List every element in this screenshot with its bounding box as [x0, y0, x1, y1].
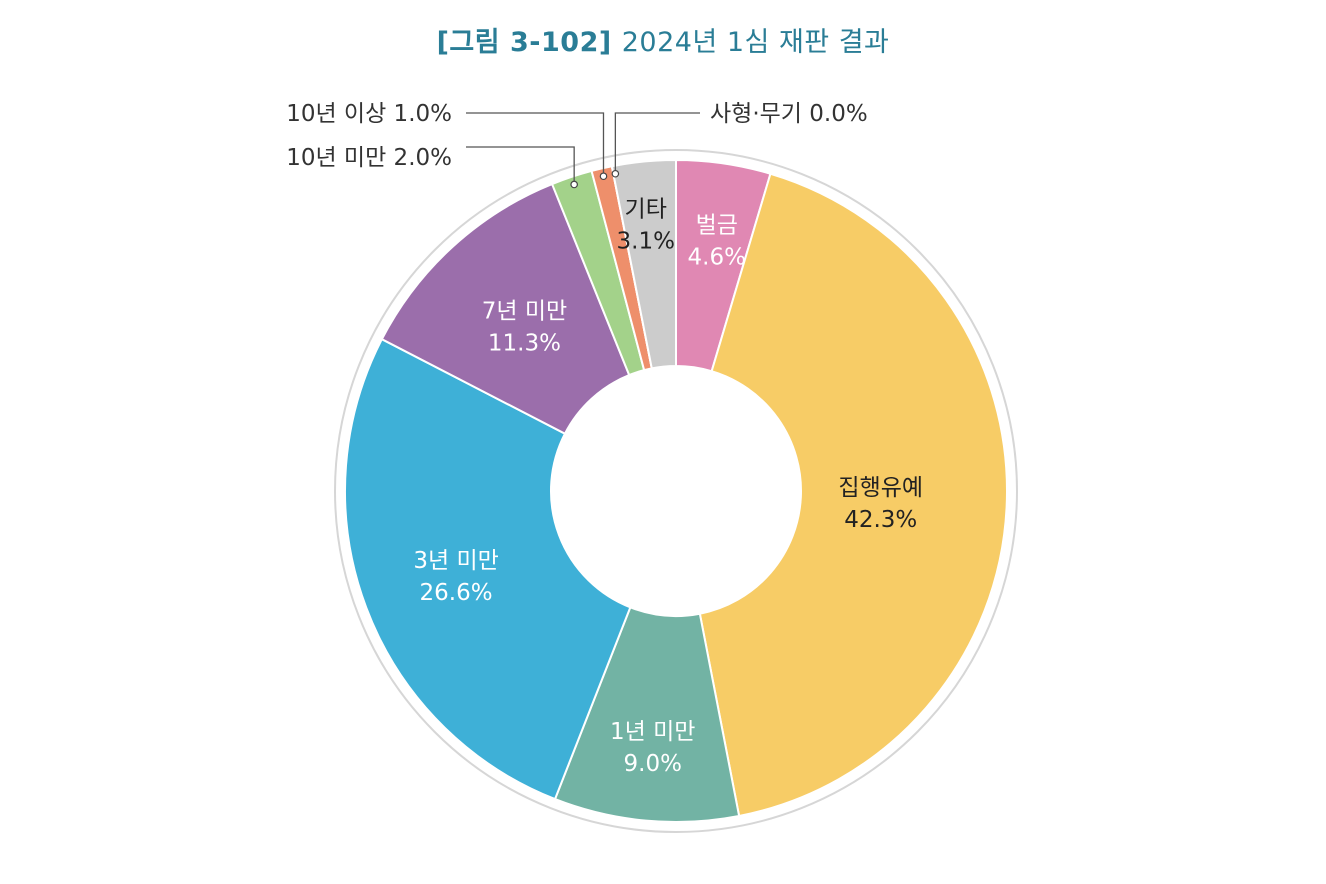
callout-dot-7	[611, 169, 620, 178]
callout-label-7: 사형·무기 0.0%	[710, 101, 868, 127]
labels-group: 벌금 4.6% 집행유예 42.3% 1년 미만 9.0% 3년 미만 26.6% 7년 미만 1…	[413, 196, 923, 777]
figure-number: [그림 3-102]	[436, 27, 612, 58]
slice-label-3: 3년 미만	[413, 548, 498, 574]
slice-label-4: 7년 미만	[482, 299, 567, 325]
chart-title: [그림 3-102] 2024년 1심 재판 결과	[0, 20, 1326, 59]
slice-label-2: 1년 미만	[610, 719, 695, 745]
slices-group	[344, 158, 1008, 823]
donut-hole	[551, 366, 801, 616]
slice-value-8: 3.1%	[617, 228, 675, 254]
callout-dot-5	[570, 180, 578, 189]
slice-value-1: 42.3%	[844, 507, 917, 533]
slice-value-3: 26.6%	[420, 580, 493, 606]
callout-label-6: 10년 이상 1.0%	[286, 101, 452, 127]
slice-value-4: 11.3%	[488, 331, 561, 357]
callout-label-5: 10년 미만 2.0%	[286, 145, 452, 171]
callout-line-5	[466, 146, 575, 185]
callout-line-6	[466, 112, 605, 177]
callout-dot-6	[599, 172, 608, 181]
slice-label-0: 벌금	[696, 213, 738, 239]
callout-line-7	[614, 112, 700, 174]
slice-label-1: 집행유예	[838, 475, 923, 501]
callouts-group: 10년 미만 2.0% 10년 이상 1.0% 사형·무기 0.0%	[286, 101, 868, 189]
chart-title-text: 2024년 1심 재판 결과	[621, 27, 890, 58]
slice-value-0: 4.6%	[688, 245, 746, 271]
slice-value-2: 9.0%	[624, 751, 682, 777]
slice-label-8: 기타	[625, 196, 667, 222]
slice-3	[344, 337, 632, 801]
